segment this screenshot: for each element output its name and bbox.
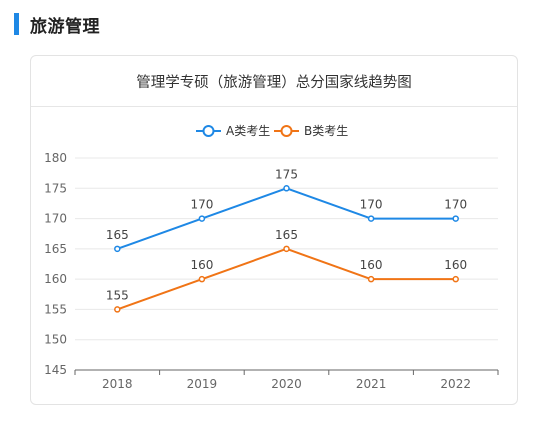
data-label: 170: [360, 198, 383, 212]
legend-label-0: A类考生: [226, 124, 270, 138]
x-tick-label: 2022: [440, 377, 471, 391]
x-tick-label: 2020: [271, 377, 302, 391]
data-point[interactable]: [452, 215, 459, 222]
y-tick-label: 180: [44, 151, 67, 165]
chart-title: 管理学专硕（旅游管理）总分国家线趋势图: [136, 74, 412, 91]
data-point[interactable]: [198, 215, 206, 222]
data-label: 160: [444, 258, 467, 272]
data-point[interactable]: [198, 275, 206, 283]
y-tick-label: 175: [44, 181, 67, 195]
data-label: 165: [106, 228, 129, 242]
y-tick-label: 170: [44, 212, 67, 226]
section-title: 旅游管理: [30, 16, 100, 37]
data-point[interactable]: [283, 245, 290, 253]
chart-card: 管理学专硕（旅游管理）总分国家线趋势图: [30, 55, 518, 405]
chart-header: 管理学专硕（旅游管理）总分国家线趋势图: [31, 56, 517, 107]
data-point[interactable]: [452, 275, 459, 283]
y-tick-label: 150: [44, 333, 67, 347]
y-tick-label: 145: [44, 363, 67, 377]
data-label: 170: [444, 198, 467, 212]
data-point[interactable]: [367, 275, 375, 283]
x-tick-label: 2018: [102, 377, 133, 391]
data-point[interactable]: [367, 215, 375, 222]
data-label: 155: [106, 288, 129, 302]
data-label: 160: [360, 258, 383, 272]
data-point[interactable]: [114, 306, 121, 313]
legend-marker-0: [202, 125, 215, 137]
data-point[interactable]: [114, 245, 121, 253]
legend-marker-1: [280, 125, 293, 137]
x-tick-label: 2019: [187, 377, 218, 391]
data-label: 160: [190, 258, 213, 272]
section-accent-bar: [14, 13, 19, 35]
legend-label-1: B类考生: [304, 124, 348, 138]
y-tick-label: 160: [44, 272, 67, 286]
data-label: 170: [190, 198, 213, 212]
y-tick-label: 165: [44, 242, 67, 256]
data-label: 175: [275, 167, 298, 181]
section-header: 旅游管理: [14, 12, 100, 37]
data-point[interactable]: [283, 185, 290, 192]
y-tick-label: 155: [44, 302, 67, 316]
data-label: 165: [275, 228, 298, 242]
x-tick-label: 2021: [356, 377, 387, 391]
